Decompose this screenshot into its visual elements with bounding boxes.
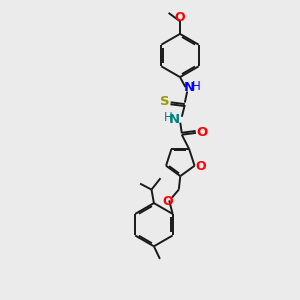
Text: O: O: [175, 11, 185, 24]
Text: H: H: [164, 111, 172, 124]
Text: S: S: [160, 95, 170, 108]
Text: N: N: [169, 112, 180, 126]
Text: H: H: [192, 80, 201, 93]
Text: O: O: [195, 160, 206, 173]
Text: O: O: [196, 126, 207, 139]
Text: O: O: [163, 195, 173, 208]
Text: N: N: [184, 81, 195, 94]
